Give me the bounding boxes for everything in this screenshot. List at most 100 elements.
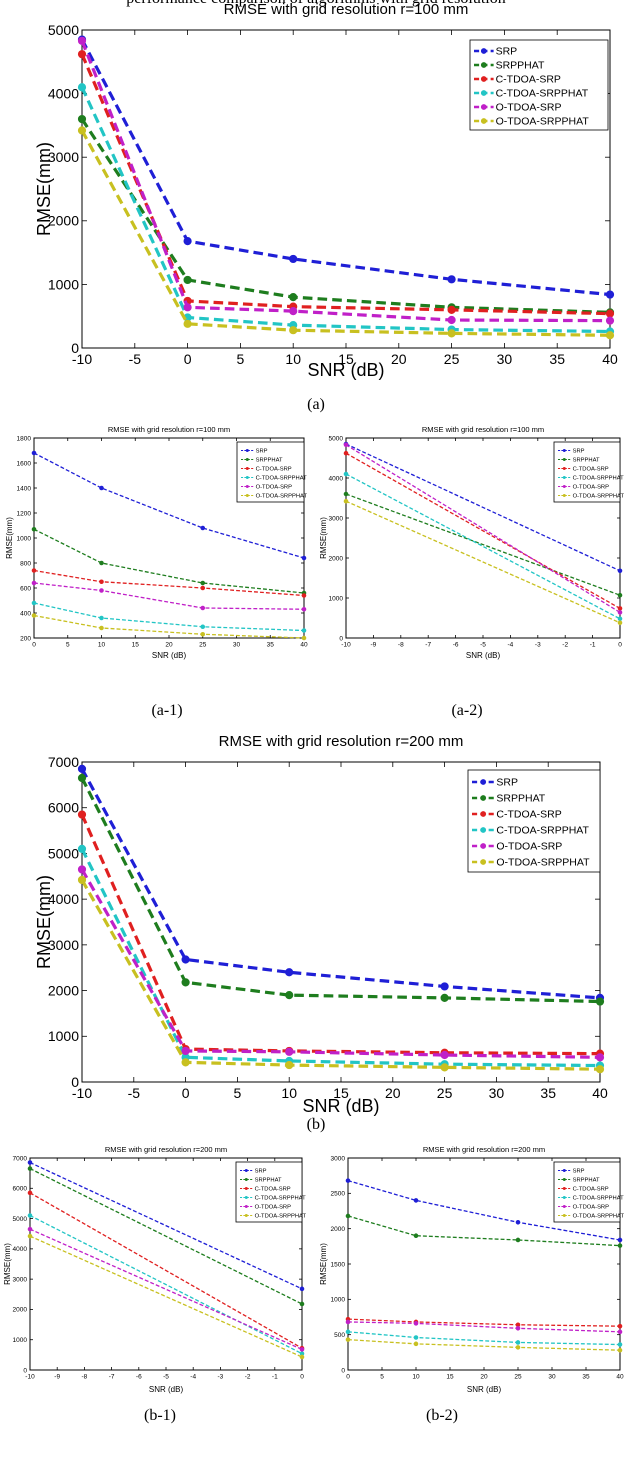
data-point bbox=[440, 1050, 449, 1060]
series-line-o-tdoa-srpphat bbox=[345, 500, 621, 624]
legend-label: C-TDOA-SRPPHAT bbox=[255, 1196, 307, 1202]
chart-panel-b: RMSE with grid resolution r=200 mm -10 -5 0… bbox=[0, 730, 632, 1116]
data-point bbox=[183, 319, 192, 328]
x-tick-label: 40 bbox=[616, 1374, 624, 1381]
legend-label: SRPPHAT bbox=[255, 1178, 282, 1184]
y-tick-label: 2000 bbox=[48, 982, 79, 998]
legend-marker bbox=[244, 1169, 248, 1172]
legend-box bbox=[467, 769, 601, 873]
data-point bbox=[289, 254, 298, 264]
legend-label: C-TDOA-SRP bbox=[256, 467, 292, 473]
data-point bbox=[515, 1326, 521, 1331]
x-tick-label: 35 bbox=[549, 351, 565, 367]
data-point bbox=[345, 1329, 351, 1335]
series-line-srpphat bbox=[345, 493, 621, 596]
y-tick-label: 1000 bbox=[331, 1297, 346, 1304]
chart-b: RMSE with grid resolution r=200 mm -10 -5 0… bbox=[34, 733, 608, 1116]
data-point bbox=[289, 326, 298, 335]
y-tick-label: 3000 bbox=[13, 1276, 28, 1283]
legend-label: C-TDOA-SRP bbox=[496, 809, 561, 821]
data-point bbox=[345, 1337, 351, 1342]
legend-marker bbox=[562, 494, 566, 497]
legend-marker bbox=[562, 1187, 566, 1190]
legend-marker bbox=[562, 1196, 566, 1199]
legend-marker bbox=[562, 458, 566, 461]
y-tick-label: 6000 bbox=[13, 1186, 28, 1193]
y-tick-label: 5000 bbox=[48, 22, 79, 38]
data-point bbox=[77, 844, 87, 853]
data-point bbox=[99, 615, 104, 621]
y-tick-label: 1400 bbox=[17, 485, 32, 492]
y-tick-label: 3000 bbox=[331, 1155, 346, 1162]
data-point bbox=[617, 1323, 623, 1329]
legend-label: SRPPHAT bbox=[573, 458, 600, 464]
data-point bbox=[447, 305, 456, 314]
legend-marker bbox=[480, 104, 487, 110]
legend-label: O-TDOA-SRPPHAT bbox=[573, 1214, 625, 1220]
data-point bbox=[77, 865, 87, 874]
data-point bbox=[515, 1340, 521, 1345]
x-tick-label: -5 bbox=[163, 1374, 169, 1381]
data-point bbox=[285, 991, 294, 1000]
data-point bbox=[301, 635, 307, 641]
data-point bbox=[77, 114, 87, 124]
data-point bbox=[200, 580, 206, 586]
data-point bbox=[617, 620, 623, 626]
x-tick-label: 0 bbox=[300, 1374, 304, 1381]
legend-label: C-TDOA-SRP bbox=[255, 1187, 291, 1193]
legend-label: O-TDOA-SRPPHAT bbox=[256, 494, 308, 500]
x-tick-label: -6 bbox=[136, 1374, 142, 1381]
y-tick-label: 4000 bbox=[329, 475, 344, 482]
data-point bbox=[181, 1046, 190, 1056]
data-point bbox=[285, 1047, 294, 1056]
y-tick-label: 2000 bbox=[329, 555, 344, 562]
data-point bbox=[77, 810, 87, 819]
data-point bbox=[345, 1213, 351, 1219]
y-tick-label: 1800 bbox=[17, 435, 32, 442]
legend-marker bbox=[244, 1178, 248, 1181]
data-point bbox=[413, 1198, 419, 1203]
legend-marker bbox=[245, 476, 249, 479]
x-tick-label: 25 bbox=[199, 642, 207, 649]
legend-box bbox=[236, 441, 305, 503]
legend-marker bbox=[480, 811, 487, 817]
legend-marker bbox=[245, 494, 249, 497]
legend-marker bbox=[480, 779, 487, 785]
data-point bbox=[413, 1233, 419, 1239]
data-point bbox=[181, 978, 190, 987]
y-tick-label: 7000 bbox=[13, 1155, 28, 1162]
data-point bbox=[285, 1060, 294, 1070]
chart-panel-a-2: RMSE with grid resolution r=100 mm -10 -9-… bbox=[316, 420, 632, 675]
x-tick-label: -2 bbox=[562, 642, 568, 649]
y-tick-label: 1000 bbox=[13, 1337, 28, 1344]
data-point bbox=[27, 1190, 33, 1196]
y-axis-label: RMSE(mm) bbox=[319, 1243, 328, 1285]
cropped-top-text: performance comparison of algorithms wit… bbox=[0, 0, 632, 8]
series-line-srpphat bbox=[33, 528, 305, 594]
y-tick-label: 200 bbox=[20, 635, 31, 642]
y-tick-label: 800 bbox=[20, 560, 31, 567]
chart-b-2: RMSE with grid resolution r=200 mm 0 5 10 15… bbox=[319, 1145, 625, 1394]
legend-marker bbox=[244, 1187, 248, 1190]
data-point bbox=[440, 982, 449, 991]
y-tick-label: 4000 bbox=[13, 1246, 28, 1253]
legend-marker bbox=[480, 76, 487, 82]
legend-label: O-TDOA-SRP bbox=[496, 841, 562, 853]
legend-marker bbox=[480, 843, 487, 849]
x-tick-label: 25 bbox=[437, 1085, 453, 1101]
x-tick-label: -1 bbox=[590, 642, 596, 649]
data-point bbox=[595, 1053, 605, 1062]
chart-a-1: RMSE with grid resolution r=100 mm 0 5 10 15… bbox=[5, 425, 308, 660]
y-tick-label: 5000 bbox=[329, 435, 344, 442]
data-point bbox=[447, 275, 456, 284]
x-tick-label: 40 bbox=[592, 1085, 608, 1101]
data-point bbox=[617, 1237, 623, 1243]
data-point bbox=[99, 588, 104, 593]
x-tick-label: 0 bbox=[346, 1374, 350, 1381]
legend-label: O-TDOA-SRPPHAT bbox=[255, 1214, 307, 1220]
legend-label: O-TDOA-SRP bbox=[573, 1205, 610, 1211]
legend-label: SRPPHAT bbox=[573, 1178, 600, 1184]
legend-marker bbox=[480, 827, 487, 833]
chart-panel-a-1: RMSE with grid resolution r=100 mm 0 5 10 15… bbox=[0, 420, 316, 675]
y-tick-label: 1200 bbox=[17, 510, 32, 517]
